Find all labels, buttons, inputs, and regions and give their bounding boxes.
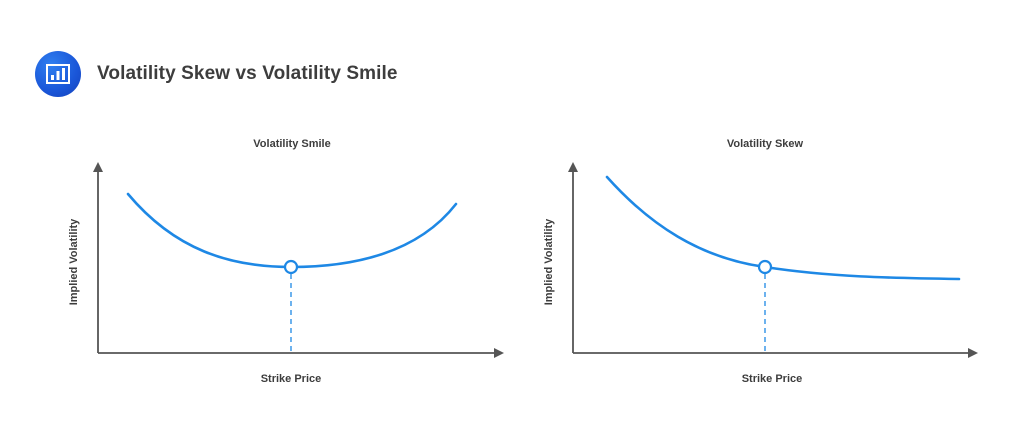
bar-chart-icon bbox=[35, 51, 81, 97]
chart-volatility-smile: Volatility Smile Strike Price Implied Vo… bbox=[68, 138, 504, 385]
x-axis-label: Strike Price bbox=[261, 373, 322, 385]
y-axis-arrow-icon bbox=[568, 162, 578, 172]
x-axis-arrow-icon bbox=[968, 348, 978, 358]
x-axis-label: Strike Price bbox=[742, 373, 803, 385]
y-axis-label: Implied Volatility bbox=[68, 218, 80, 305]
header: Volatility Skew vs Volatility Smile bbox=[35, 51, 398, 97]
skew-curve bbox=[605, 175, 961, 281]
marked-point bbox=[757, 259, 773, 275]
y-axis-arrow-icon bbox=[93, 162, 103, 172]
x-axis-arrow-icon bbox=[494, 348, 504, 358]
smile-curve bbox=[126, 192, 458, 269]
y-axis-label: Implied Volatility bbox=[543, 218, 555, 305]
page-title: Volatility Skew vs Volatility Smile bbox=[97, 63, 398, 84]
marked-point bbox=[283, 259, 299, 275]
chart-title: Volatility Skew bbox=[727, 138, 804, 150]
chart-title: Volatility Smile bbox=[253, 138, 330, 150]
chart-volatility-skew: Volatility Skew Strike Price Implied Vol… bbox=[543, 138, 978, 385]
